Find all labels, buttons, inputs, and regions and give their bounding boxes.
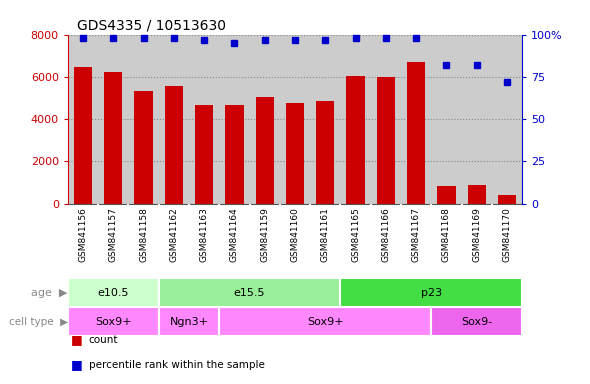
Text: GSM841157: GSM841157	[109, 207, 118, 262]
Bar	[346, 76, 365, 204]
Text: age  ▶: age ▶	[31, 288, 68, 298]
Bar	[461, 35, 492, 204]
Bar	[286, 103, 304, 204]
Bar	[255, 97, 274, 204]
Text: e10.5: e10.5	[97, 288, 129, 298]
Text: e15.5: e15.5	[234, 288, 266, 298]
Text: GSM841166: GSM841166	[381, 207, 391, 262]
Bar	[431, 307, 522, 336]
Bar	[104, 72, 122, 204]
Bar	[468, 185, 486, 204]
Bar	[74, 67, 92, 204]
Text: GSM841167: GSM841167	[412, 207, 421, 262]
Bar	[431, 35, 461, 204]
Text: GSM841162: GSM841162	[169, 207, 178, 262]
Bar	[159, 35, 189, 204]
Text: count: count	[88, 335, 118, 345]
Text: Sox9-: Sox9-	[461, 316, 492, 327]
Bar	[98, 35, 129, 204]
Bar	[340, 278, 522, 307]
Text: GDS4335 / 10513630: GDS4335 / 10513630	[77, 18, 226, 32]
Bar	[377, 77, 395, 204]
Text: Sox9+: Sox9+	[307, 316, 343, 327]
Text: GSM841165: GSM841165	[351, 207, 360, 262]
Text: GSM841163: GSM841163	[199, 207, 209, 262]
Bar	[316, 101, 335, 204]
Text: GSM841170: GSM841170	[503, 207, 512, 262]
Bar	[189, 35, 219, 204]
Text: Ngn3+: Ngn3+	[169, 316, 208, 327]
Text: ■: ■	[71, 358, 83, 371]
Bar	[310, 35, 340, 204]
Bar	[219, 307, 431, 336]
Text: GSM841159: GSM841159	[260, 207, 269, 262]
Bar	[401, 35, 431, 204]
Bar	[159, 307, 219, 336]
Text: p23: p23	[421, 288, 442, 298]
Text: GSM841156: GSM841156	[78, 207, 87, 262]
Bar	[159, 278, 340, 307]
Text: Sox9+: Sox9+	[95, 316, 132, 327]
Bar	[407, 62, 425, 204]
Bar	[68, 278, 159, 307]
Bar	[280, 35, 310, 204]
Bar	[340, 35, 371, 204]
Bar	[129, 35, 159, 204]
Text: ■: ■	[71, 333, 83, 346]
Bar	[68, 307, 159, 336]
Bar	[371, 35, 401, 204]
Bar	[250, 35, 280, 204]
Bar	[492, 35, 522, 204]
Text: GSM841168: GSM841168	[442, 207, 451, 262]
Text: GSM841164: GSM841164	[230, 207, 239, 262]
Text: GSM841160: GSM841160	[290, 207, 300, 262]
Bar	[195, 105, 213, 204]
Bar	[498, 195, 516, 204]
Text: percentile rank within the sample: percentile rank within the sample	[88, 360, 264, 370]
Bar	[165, 86, 183, 204]
Text: GSM841169: GSM841169	[472, 207, 481, 262]
Text: GSM841161: GSM841161	[321, 207, 330, 262]
Bar	[68, 35, 98, 204]
Bar	[135, 91, 153, 204]
Bar	[225, 105, 244, 204]
Bar	[437, 186, 455, 204]
Bar	[219, 35, 250, 204]
Text: cell type  ▶: cell type ▶	[9, 316, 68, 327]
Text: GSM841158: GSM841158	[139, 207, 148, 262]
